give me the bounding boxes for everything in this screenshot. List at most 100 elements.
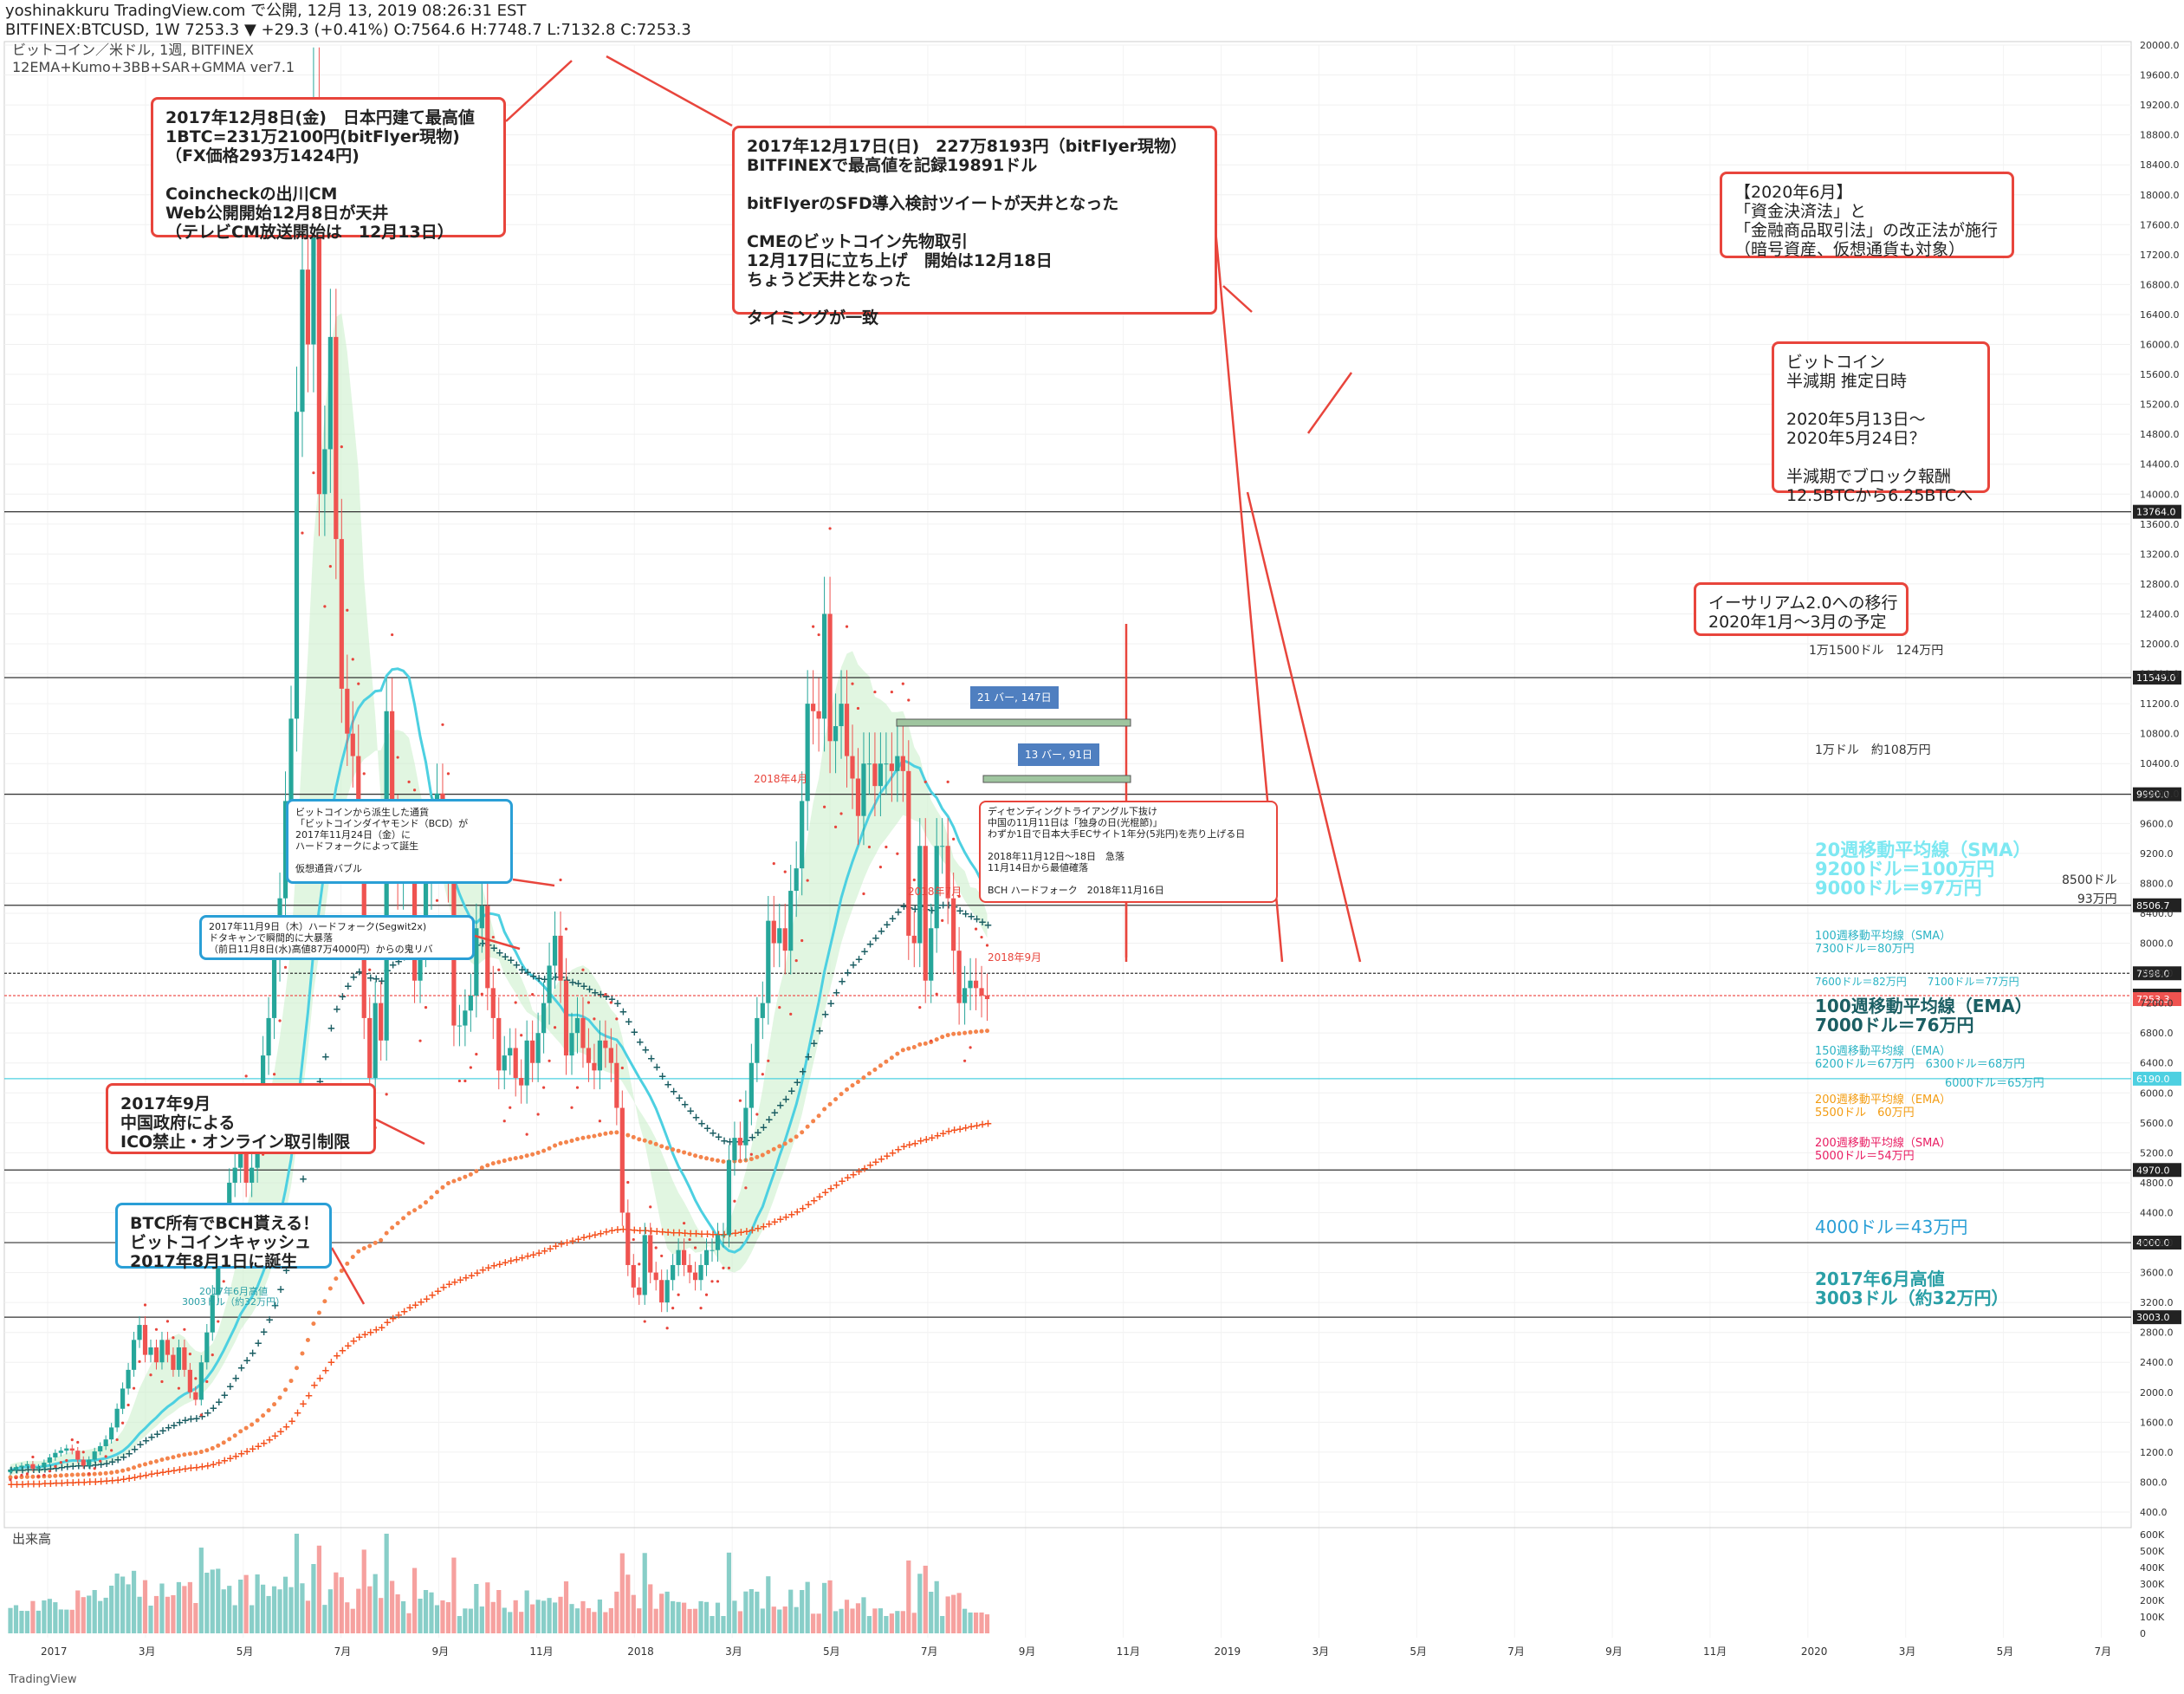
level-tag-label: 4970.0 [2136, 1165, 2170, 1176]
ema200-marker [294, 1366, 299, 1371]
y-tick-label: 2400.0 [2140, 1357, 2174, 1368]
ema200-marker [541, 1148, 547, 1153]
sar-dot [351, 658, 354, 661]
level-tag-label: 3003.0 [2136, 1312, 2170, 1323]
ema200-marker [822, 1107, 827, 1112]
sar-dot [31, 1455, 35, 1459]
sma200-marker: + [512, 1253, 521, 1265]
sar-dot [99, 1459, 102, 1463]
volume-bar [682, 1602, 687, 1633]
x-tick-label: 3月 [1312, 1645, 1329, 1658]
ema100-marker: + [894, 906, 903, 918]
sar-dot [716, 1280, 720, 1283]
sma200-marker: + [97, 1476, 106, 1488]
ema100-marker: + [394, 956, 403, 968]
volume-bar [771, 1606, 776, 1633]
ema100-marker: + [372, 972, 380, 984]
ema100-marker: + [243, 1354, 251, 1366]
volume-bar [440, 1600, 445, 1633]
sma200-marker: + [136, 1470, 145, 1483]
volume-bar [934, 1580, 939, 1633]
annotation-peak-usd: 2017年12月17日(日) 227万8193円（bitFlyer現物） BIT… [732, 126, 1217, 328]
sma200-marker: + [675, 1227, 684, 1239]
ema200-marker [468, 1172, 473, 1177]
candle-body [535, 1033, 541, 1063]
y-tick-label: 19200.0 [2140, 100, 2180, 111]
annotation-eth2: イーサリアム2.0への移行 2020年1月～3月の予定 [1694, 582, 1909, 636]
volume-bar [558, 1596, 563, 1633]
volume-bar [917, 1574, 923, 1633]
candle-body [895, 756, 900, 771]
sar-dot [704, 1293, 709, 1296]
candle-body [984, 995, 990, 1000]
ema200-marker [490, 1161, 496, 1166]
ema100-marker: + [192, 1412, 201, 1425]
sar-dot [536, 1113, 540, 1116]
sma200-marker: + [709, 1228, 717, 1240]
sar-dot [587, 1001, 591, 1004]
ema200-marker [350, 1255, 355, 1260]
y-tick-label: 10000.0 [2140, 789, 2180, 800]
candle-body [547, 965, 552, 1003]
sma200-marker: + [417, 1296, 425, 1308]
candle-body [165, 1340, 171, 1355]
sma200-marker: + [933, 1130, 942, 1142]
sma200-marker: + [120, 1473, 128, 1485]
ema100-marker: + [804, 1051, 813, 1063]
sar-dot [856, 706, 860, 711]
level-tag-label: 4000.0 [2136, 1237, 2170, 1249]
ema100-marker: + [973, 913, 982, 925]
sma200-marker: + [170, 1464, 178, 1477]
ema100-marker: + [854, 953, 863, 965]
volume-bar [463, 1608, 468, 1633]
sma200-marker: + [433, 1285, 442, 1297]
ema200-marker [92, 1471, 97, 1477]
sar-dot [941, 918, 944, 922]
candle-body [126, 1369, 131, 1389]
volume-bar [406, 1613, 412, 1633]
y-tick-label: 4400.0 [2140, 1207, 2174, 1218]
candle-body [653, 1272, 658, 1281]
sma200-marker: + [7, 1478, 16, 1490]
x-tick-label: 9月 [432, 1645, 450, 1658]
volume-bar [625, 1574, 631, 1633]
annotation-arrow [375, 1118, 425, 1146]
volume-bar [619, 1553, 625, 1633]
sar-dot [553, 1026, 557, 1029]
y-tick-label: 8000.0 [2140, 938, 2174, 950]
sar-dot [548, 1059, 551, 1062]
candle-body [69, 1448, 75, 1451]
sma200-marker: + [748, 1223, 756, 1236]
sma200-marker: + [552, 1240, 561, 1252]
sma200-marker: + [142, 1469, 151, 1481]
volume-bar [586, 1607, 592, 1633]
candle-body [878, 763, 883, 787]
sar-dot [930, 1039, 933, 1042]
level-note-7300: 7600ドル＝82万円 7100ドル＝77万円 [1815, 976, 2019, 988]
sar-dot [312, 471, 315, 475]
x-tick-label: 5月 [1410, 1645, 1427, 1658]
volume-bar [597, 1599, 602, 1633]
sma200-marker: + [215, 1457, 224, 1469]
volume-bar [631, 1594, 636, 1633]
sar-dot [520, 1034, 523, 1037]
ema100-marker: + [765, 1113, 774, 1126]
volume-bar [811, 1613, 816, 1633]
ema200-marker [911, 1044, 917, 1049]
sma200-marker: + [714, 1228, 723, 1240]
sma200-marker: + [271, 1430, 280, 1442]
ema200-marker [412, 1208, 418, 1213]
ema200-marker [137, 1464, 142, 1469]
ema100-marker: + [260, 1326, 269, 1338]
sar-dot [665, 1327, 669, 1330]
candle-body [614, 1062, 619, 1108]
ema100-marker: + [664, 1078, 672, 1090]
sar-dot [172, 1336, 175, 1340]
sma200-marker: + [108, 1475, 117, 1487]
sar-dot [878, 866, 883, 869]
sma200-marker: + [917, 1135, 925, 1147]
sar-dot [749, 1152, 753, 1156]
ema200-marker [839, 1092, 844, 1097]
level-note-6000: 6000ドル＝65万円 [1945, 1077, 2045, 1090]
header-line1: yoshinakkuru TradingView.com で公開, 12月 13… [5, 2, 527, 20]
